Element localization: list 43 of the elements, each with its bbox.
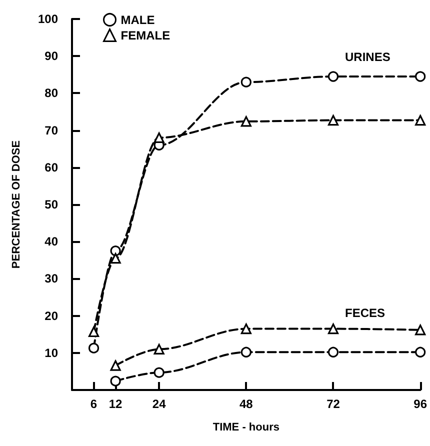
y-tick-label: 40 — [44, 234, 58, 249]
point — [328, 71, 339, 82]
point — [240, 116, 252, 127]
point — [88, 342, 100, 354]
y-tick-label: 90 — [44, 49, 58, 64]
y-tick-label: 80 — [44, 86, 58, 100]
point — [415, 114, 426, 126]
point — [110, 252, 121, 264]
legend-label: FEMALE — [120, 28, 170, 42]
point — [154, 132, 164, 144]
point — [240, 323, 252, 334]
legend-label: MALE — [120, 12, 155, 27]
y-tick-label: 50 — [44, 198, 58, 212]
point — [328, 323, 339, 334]
point — [415, 324, 426, 336]
annotation: FECES — [345, 306, 386, 320]
x-tick-label: 96 — [414, 397, 428, 411]
x-axis-title: TIME - hours — [212, 422, 280, 434]
y-tick-label: 20 — [44, 308, 58, 323]
y-tick-label: 10 — [44, 346, 58, 360]
y-tick-label: 30 — [44, 272, 58, 286]
x-tick-label: 72 — [326, 397, 340, 411]
x-tick-label: 48 — [239, 397, 254, 411]
y-tick-label: 100 — [38, 12, 58, 26]
point — [415, 71, 426, 82]
point — [110, 360, 121, 371]
point — [328, 114, 339, 126]
point — [88, 326, 100, 338]
y-tick-label: 60 — [44, 160, 58, 174]
point — [240, 76, 252, 88]
point — [415, 346, 426, 358]
point — [154, 344, 164, 354]
x-tick-label: 12 — [108, 397, 123, 411]
y-axis-title: PERCENTAGE OF DOSE — [10, 140, 22, 269]
point — [110, 246, 121, 256]
x-tick-label: 24 — [152, 397, 166, 411]
point — [328, 346, 339, 358]
y-tick-label: 70 — [44, 123, 58, 138]
annotation: URINES — [345, 50, 390, 64]
point — [154, 367, 164, 378]
point — [240, 346, 252, 358]
point — [110, 376, 121, 386]
x-tick-label: 6 — [90, 397, 98, 411]
